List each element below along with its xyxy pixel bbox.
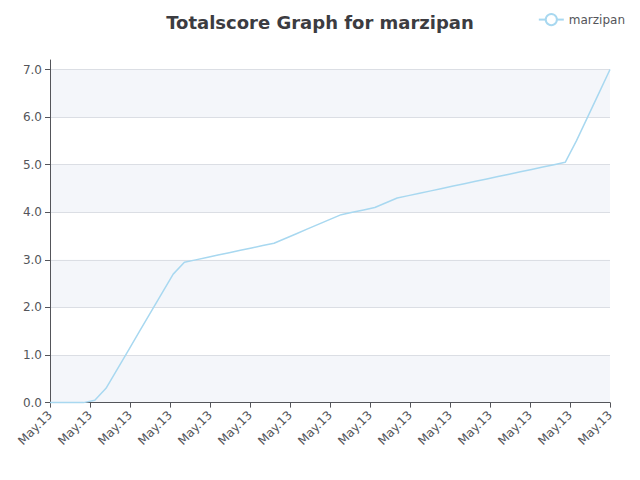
svg-text:May.13: May.13 xyxy=(495,408,535,448)
svg-text:0.0: 0.0 xyxy=(23,396,42,410)
svg-text:May.13: May.13 xyxy=(135,408,175,448)
svg-text:May.13: May.13 xyxy=(175,408,215,448)
svg-text:May.13: May.13 xyxy=(335,408,375,448)
svg-text:marzipan: marzipan xyxy=(569,13,625,27)
svg-text:May.13: May.13 xyxy=(415,408,455,448)
svg-text:May.13: May.13 xyxy=(375,408,415,448)
svg-text:May.13: May.13 xyxy=(455,408,495,448)
svg-text:May.13: May.13 xyxy=(95,408,135,448)
svg-text:6.0: 6.0 xyxy=(23,110,42,124)
svg-text:May.13: May.13 xyxy=(295,408,335,448)
svg-text:4.0: 4.0 xyxy=(23,205,42,219)
svg-text:May.13: May.13 xyxy=(255,408,295,448)
svg-text:3.0: 3.0 xyxy=(23,253,42,267)
svg-text:May.13: May.13 xyxy=(215,408,255,448)
svg-text:Totalscore Graph for marzipan: Totalscore Graph for marzipan xyxy=(166,12,474,33)
svg-text:May.13: May.13 xyxy=(55,408,95,448)
svg-text:5.0: 5.0 xyxy=(23,158,42,172)
svg-text:May.13: May.13 xyxy=(15,408,55,448)
svg-text:1.0: 1.0 xyxy=(23,348,42,362)
svg-text:May.13: May.13 xyxy=(575,408,615,448)
svg-text:7.0: 7.0 xyxy=(23,63,42,77)
svg-text:May.13: May.13 xyxy=(535,408,575,448)
svg-text:2.0: 2.0 xyxy=(23,300,42,314)
